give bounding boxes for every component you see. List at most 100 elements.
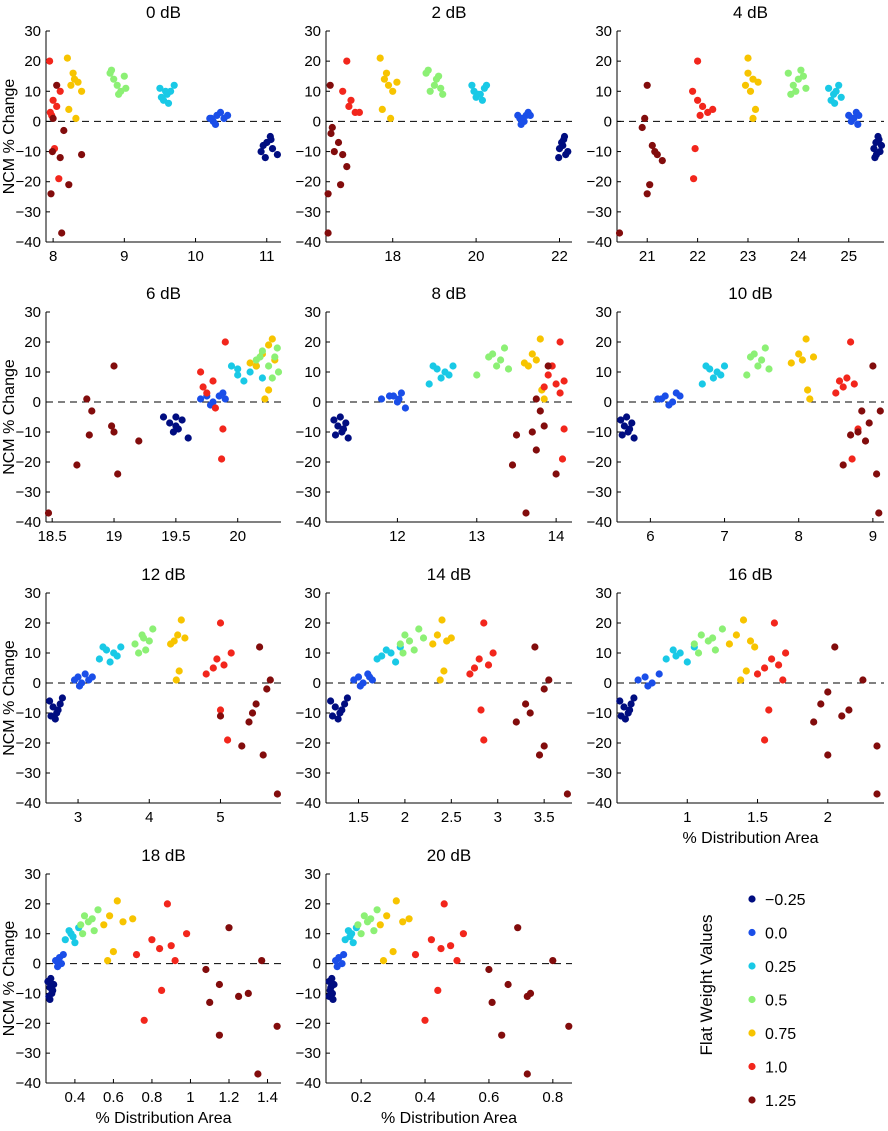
data-point [618, 431, 626, 439]
y-tick-label: 20 [24, 615, 41, 632]
y-tick-label: −20 [16, 735, 41, 752]
data-point [839, 383, 847, 391]
y-tick-label: −30 [296, 765, 321, 782]
data-point [234, 371, 242, 379]
legend-marker [748, 995, 756, 1004]
data-point [725, 640, 734, 648]
x-tick-label: 1.5 [348, 809, 369, 826]
data-point [261, 395, 269, 403]
data-point [331, 703, 339, 711]
data-point [326, 81, 334, 89]
y-tick-label: 10 [24, 926, 41, 943]
data-point [517, 120, 525, 128]
data-point [382, 69, 391, 77]
data-point [544, 362, 552, 370]
data-point [875, 509, 883, 517]
panel-3: −40 −30 −20 −10 0 10 20 30 21 22 23 24 25 4 dB [587, 3, 886, 265]
data-point [234, 365, 242, 373]
data-point [874, 132, 882, 141]
y-tick-label: 10 [24, 645, 41, 662]
x-tick-label: 14 [548, 528, 565, 545]
data-point [552, 380, 560, 388]
data-point [643, 190, 651, 198]
data-point [202, 670, 210, 678]
data-point [835, 377, 844, 385]
data-point [170, 637, 178, 645]
legend-marker [748, 895, 756, 903]
y-tick-label: −30 [16, 765, 41, 782]
legend-marker [748, 1029, 756, 1037]
data-point [88, 673, 96, 681]
data-point [88, 407, 96, 415]
data-point [540, 422, 548, 430]
data-point [532, 395, 540, 403]
data-point [847, 431, 855, 439]
x-tick-label: 8 [49, 248, 57, 265]
y-tick-label: 30 [24, 866, 41, 883]
data-point [48, 148, 57, 156]
data-point [266, 676, 274, 684]
data-point [630, 694, 638, 702]
data-point [213, 655, 221, 663]
data-point [357, 930, 365, 938]
data-point [849, 114, 857, 122]
data-point [259, 751, 267, 759]
data-point [74, 673, 82, 681]
data-point [399, 649, 407, 657]
data-point [197, 368, 205, 376]
data-point [238, 742, 246, 750]
data-point [158, 986, 166, 995]
data-point [621, 715, 630, 723]
data-point [560, 425, 568, 433]
y-tick-label: 10 [304, 364, 321, 381]
data-point [79, 930, 87, 938]
data-point [620, 422, 629, 430]
data-point [429, 362, 437, 370]
data-point [178, 416, 186, 424]
x-tick-label: 0.6 [479, 1089, 500, 1106]
data-point [268, 145, 277, 153]
data-point [338, 706, 346, 714]
x-tick-label: 1.5 [747, 809, 768, 826]
data-point [426, 87, 434, 95]
data-point [558, 455, 567, 463]
data-point [99, 643, 107, 651]
data-point [718, 625, 727, 633]
data-point [142, 646, 150, 654]
data-point [129, 915, 137, 923]
data-point [427, 936, 435, 944]
data-point [709, 105, 717, 113]
data-point [824, 688, 832, 696]
y-tick-label: 30 [304, 585, 321, 602]
data-point [665, 401, 673, 409]
data-point [389, 948, 397, 956]
y-tick-label: 30 [24, 304, 41, 321]
data-point [742, 667, 750, 675]
y-tick-label: −10 [587, 424, 612, 441]
legend-item: 1.0 [748, 1060, 787, 1077]
y-tick-label: 0 [313, 956, 321, 973]
y-axis-label: NCM % Change [1, 79, 18, 195]
data-point [424, 66, 432, 74]
data-point [268, 374, 276, 382]
data-point [768, 655, 776, 663]
legend-item: 0.0 [748, 926, 787, 943]
data-point [540, 742, 548, 750]
y-tick-label: −40 [16, 514, 41, 531]
data-point [449, 362, 457, 370]
data-point [658, 157, 666, 165]
data-point [131, 640, 139, 648]
data-point [327, 129, 335, 138]
data-point [219, 425, 227, 433]
panel-8: −40 −30 −20 −10 0 10 20 30 1.5 2 2.5 3 3.5 14 dB [296, 565, 572, 826]
x-tick-label: 10 [187, 248, 204, 265]
panel-6: −40 −30 −20 −10 0 10 20 30 6 7 8 9 10 dB [587, 284, 884, 545]
data-point [343, 57, 351, 65]
data-point [46, 108, 54, 116]
data-point [389, 392, 398, 400]
data-point [439, 90, 447, 98]
data-point [329, 995, 337, 1004]
data-point [159, 413, 168, 421]
data-point [473, 371, 481, 379]
